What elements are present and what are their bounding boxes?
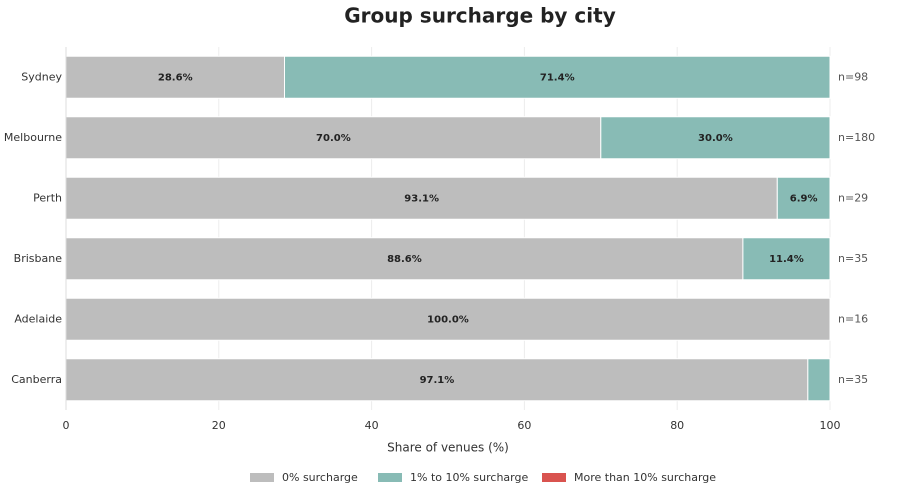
bar-segment bbox=[807, 358, 831, 402]
value-label: 11.4% bbox=[769, 254, 804, 265]
x-axis-label: Share of venues (%) bbox=[387, 441, 509, 455]
value-label: 100.0% bbox=[427, 314, 469, 325]
value-label: 28.6% bbox=[158, 72, 193, 83]
value-label: 88.6% bbox=[387, 254, 422, 265]
value-label: 93.1% bbox=[404, 193, 439, 204]
value-label: 70.0% bbox=[316, 133, 351, 144]
chart-title: Group surcharge by city bbox=[344, 4, 615, 28]
value-label: 97.1% bbox=[420, 375, 455, 386]
value-label: 71.4% bbox=[540, 72, 575, 83]
legend-swatch bbox=[250, 473, 274, 482]
value-label: 6.9% bbox=[790, 193, 818, 204]
y-tick-label: Brisbane bbox=[14, 252, 63, 265]
bar-segment bbox=[65, 116, 602, 160]
y-tick-label: Perth bbox=[33, 191, 62, 204]
bar-annotation: n=35 bbox=[838, 373, 868, 386]
legend-label: 0% surcharge bbox=[282, 471, 358, 484]
bar-segment bbox=[65, 358, 809, 402]
legend-swatch bbox=[542, 473, 566, 482]
x-tick-label: 80 bbox=[670, 419, 684, 432]
bar-annotation: n=16 bbox=[838, 312, 868, 325]
y-tick-label: Canberra bbox=[11, 373, 62, 386]
bar-annotation: n=98 bbox=[838, 70, 868, 83]
bar-annotation: n=35 bbox=[838, 252, 868, 265]
legend-swatch bbox=[378, 473, 402, 482]
y-tick-label: Adelaide bbox=[14, 312, 62, 325]
y-tick-label: Sydney bbox=[21, 70, 62, 83]
y-tick-label: Melbourne bbox=[4, 131, 62, 144]
bar-segment bbox=[776, 176, 831, 220]
bar-annotation: n=180 bbox=[838, 131, 875, 144]
bar-segment bbox=[600, 116, 831, 160]
x-tick-label: 60 bbox=[517, 419, 531, 432]
x-tick-label: 20 bbox=[212, 419, 226, 432]
x-tick-label: 40 bbox=[365, 419, 379, 432]
bar-annotation: n=29 bbox=[838, 191, 868, 204]
bar-segment bbox=[65, 176, 778, 220]
legend-label: More than 10% surcharge bbox=[574, 471, 716, 484]
legend-label: 1% to 10% surcharge bbox=[410, 471, 528, 484]
bar-segment bbox=[284, 55, 831, 99]
x-tick-label: 100 bbox=[820, 419, 841, 432]
value-label: 30.0% bbox=[698, 133, 733, 144]
bar-segment bbox=[65, 237, 744, 281]
bar-segment bbox=[742, 237, 831, 281]
x-tick-label: 0 bbox=[63, 419, 70, 432]
